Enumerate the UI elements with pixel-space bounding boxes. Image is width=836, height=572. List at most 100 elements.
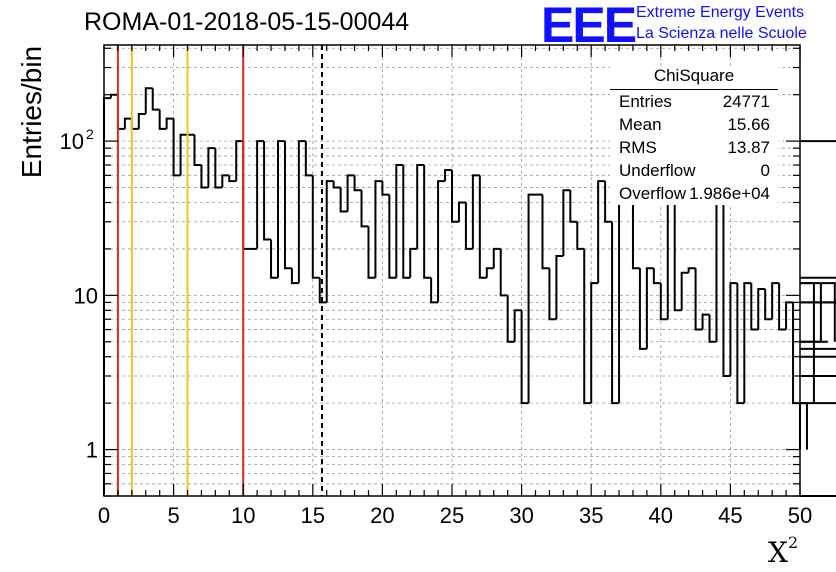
histogram-bin (270, 239, 278, 279)
y-axis-label: Entries/bin (16, 45, 47, 179)
histogram-bin (325, 180, 334, 303)
histogram-bin (332, 181, 341, 189)
histogram-bin (311, 175, 320, 279)
histogram-bin (652, 268, 661, 285)
y-tick-label: 1 (86, 438, 98, 463)
histogram-bin (555, 254, 564, 320)
histogram-bin (381, 181, 390, 196)
histogram-bin (520, 310, 529, 405)
histogram-bin (130, 118, 139, 130)
x-tick-label: 5 (167, 503, 179, 528)
histogram-bin (304, 141, 313, 177)
histogram-bin (513, 309, 522, 342)
x-tick-label: 50 (788, 503, 812, 528)
stats-row-rms: RMS 13.87 (610, 136, 778, 159)
stats-key: Overflow (619, 184, 687, 203)
x-axis-label-base: X (768, 536, 788, 569)
histogram-bin (792, 302, 800, 405)
histogram-bin (464, 202, 473, 250)
stats-key: Entries (619, 92, 672, 111)
histogram-bin (423, 165, 432, 279)
histogram-bin (492, 247, 501, 269)
stats-value: 15.66 (727, 115, 770, 134)
histogram-bin (179, 133, 188, 176)
histogram-bin (800, 282, 815, 404)
x-tick-label: 30 (509, 503, 533, 528)
histogram-bin (165, 117, 174, 129)
histogram-bin (590, 282, 599, 404)
x-tick-label: 10 (231, 503, 255, 528)
stats-key: Underflow (619, 161, 696, 180)
histogram-bin (353, 175, 362, 192)
histogram-bin (708, 314, 717, 343)
histogram-bars (103, 87, 836, 497)
histogram-bin (800, 276, 836, 279)
histogram-bin (743, 282, 752, 404)
y-tick-label: 10 (74, 283, 98, 308)
histogram-bin (283, 141, 292, 270)
histogram-bin (736, 283, 745, 405)
stats-row-underflow: Underflow 0 (610, 159, 778, 182)
histogram-bin (172, 118, 181, 177)
histogram-bin (485, 267, 494, 278)
histogram-bin (151, 88, 160, 111)
y-tick-label-exponent: 2 (86, 126, 94, 142)
stats-value: 24771 (722, 92, 770, 111)
histogram-bin (277, 140, 285, 278)
x-tick-label: 45 (718, 503, 742, 528)
x-tick-label: 0 (98, 503, 110, 528)
histogram-bin (193, 134, 202, 167)
histogram-bin (785, 301, 794, 330)
histogram-bin (207, 147, 216, 188)
histogram-bin (242, 141, 251, 250)
stats-row-overflow: Overflow 1.986e+04 (610, 182, 778, 205)
histogram-bin (457, 201, 466, 222)
reference-lines (116, 45, 323, 496)
histogram-bin (290, 268, 299, 285)
histogram-bin (409, 247, 418, 278)
histogram-bin (548, 268, 557, 321)
histogram-bin (360, 190, 369, 228)
stats-row-mean: Mean 15.66 (610, 113, 778, 136)
histogram-bin (701, 313, 710, 330)
histogram-bin (318, 277, 327, 304)
histogram-bin (527, 193, 536, 404)
stats-value: 1.986e+04 (689, 184, 770, 203)
histogram-bin (374, 180, 383, 278)
x-tick-labels: 0 5 10 15 20 25 30 35 40 45 50 (98, 503, 812, 528)
histogram-bin (778, 283, 787, 331)
histogram-bin (416, 164, 425, 249)
histogram-bin (471, 174, 480, 249)
histogram-bin (800, 374, 836, 377)
y-tick-label: 10 (60, 129, 84, 154)
histogram-bin (729, 282, 738, 376)
logo-line-1: Extreme Energy Events (636, 4, 805, 21)
histogram-bin (200, 165, 209, 189)
histogram-bin (597, 180, 606, 284)
histogram-bin (116, 94, 125, 130)
histogram-bin (437, 180, 446, 303)
x-axis-label: X2 (768, 533, 798, 569)
histogram-bin (444, 168, 452, 182)
histogram-bin (800, 282, 836, 342)
histogram-bin (103, 97, 111, 496)
histogram-bin (499, 248, 508, 297)
stats-box: ChiSquare Entries 24771 Mean 15.66 RMS 1… (610, 66, 778, 205)
histogram-bin (638, 268, 647, 350)
histogram-bin (137, 112, 146, 129)
x-tick-label: 20 (370, 503, 394, 528)
axis-ticks (103, 45, 801, 497)
histogram-bin (604, 181, 613, 223)
histogram-bin (800, 402, 808, 450)
histogram-bin (123, 117, 132, 129)
stats-key: RMS (619, 138, 657, 157)
histogram-bin (221, 174, 230, 188)
eee-logo: EEE (541, 0, 637, 53)
histogram-bin (750, 283, 759, 331)
histogram-bin (722, 141, 731, 377)
histogram-bin (659, 283, 668, 321)
histogram-bin (694, 268, 703, 331)
histogram-bin (478, 175, 487, 279)
